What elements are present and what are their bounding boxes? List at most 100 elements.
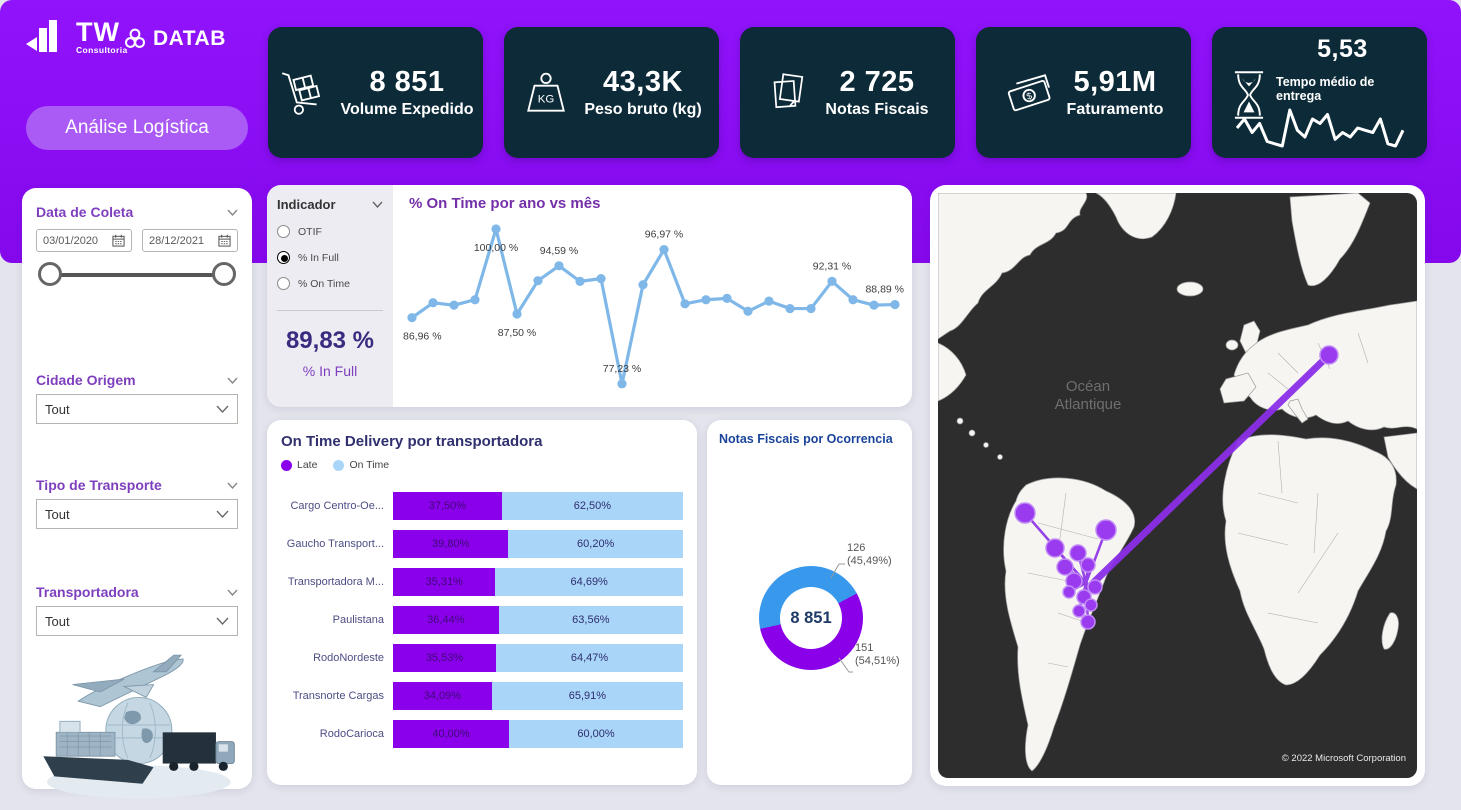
radio-icon[interactable] <box>277 225 290 238</box>
radio-icon[interactable] <box>277 251 290 264</box>
donut-card: Notas Fiscais por Ocorrencia 8 851 126 (… <box>707 420 912 785</box>
kpi-tempo-medio: 5,53 Tempo médio de entrega <box>1212 27 1427 158</box>
bar-segment-on-time[interactable]: 60,20% <box>508 530 683 558</box>
bar-category-label: RodoCarioca <box>319 728 384 740</box>
kpi-value: 5,91M <box>1073 66 1157 98</box>
bar-segment-late[interactable]: 39,80% <box>393 530 509 558</box>
chevron-down-icon[interactable] <box>216 617 229 625</box>
bar-segment-late[interactable]: 36,44% <box>393 606 499 634</box>
donut-title: Notas Fiscais por Ocorrencia <box>719 432 893 446</box>
bar-category-label: RodoNordeste <box>313 652 384 664</box>
chevron-down-icon[interactable] <box>227 209 238 216</box>
city-bubble[interactable] <box>1045 538 1065 558</box>
slider-track[interactable] <box>48 273 226 277</box>
bar-row-transportadora-m[interactable]: Transportadora M... 35,31% 64,69% <box>281 568 683 596</box>
city-bubble[interactable] <box>1095 519 1117 541</box>
radio-label: % In Full <box>298 251 339 264</box>
bar-row-rodocarioca[interactable]: RodoCarioca 40,00% 60,00% <box>281 720 683 748</box>
brand-name: DATAB <box>153 27 226 50</box>
city-bubble[interactable] <box>1319 345 1339 365</box>
chevron-down-icon[interactable] <box>227 377 238 384</box>
bar-row-transnorte-cargas[interactable]: Transnorte Cargas 34,09% 65,91% <box>281 682 683 710</box>
bar-segment-late[interactable]: 34,09% <box>393 682 492 710</box>
kpi-value: 5,53 <box>1317 35 1368 63</box>
logistics-image <box>43 654 235 799</box>
date-start-value: 03/01/2020 <box>43 234 99 247</box>
datab-logo: DATAB <box>122 26 226 52</box>
chevron-down-icon[interactable] <box>227 589 238 596</box>
indicator-header[interactable]: Indicador <box>277 197 383 212</box>
city-bubble[interactable] <box>1056 558 1074 576</box>
filter-city-value: Tout <box>45 401 70 417</box>
slider-handle-start[interactable] <box>38 262 62 286</box>
chevron-down-icon[interactable] <box>372 201 383 208</box>
filter-carrier-header[interactable]: Transportadora <box>36 584 238 600</box>
bar-segment-late[interactable]: 35,31% <box>393 568 496 596</box>
radio-option-in-full[interactable]: % In Full <box>277 245 383 270</box>
filter-transport-header[interactable]: Tipo de Transporte <box>36 477 238 493</box>
on-time-line-card: Indicador OTIF % In Full % On Time 89,83 %… <box>267 185 912 407</box>
bar-row-cargo-centro-oe[interactable]: Cargo Centro-Oe... 37,50% 62,50% <box>281 492 683 520</box>
date-range-slider[interactable] <box>38 262 236 288</box>
filter-transport-label: Tipo de Transporte <box>36 477 162 493</box>
kpi-label: Notas Fiscais <box>825 101 929 118</box>
city-bubble[interactable] <box>1072 604 1086 618</box>
hand-truck-icon <box>282 71 321 115</box>
date-end-input[interactable]: 28/12/2021 <box>142 229 238 252</box>
slider-handle-end[interactable] <box>212 262 236 286</box>
bar-segment-on-time[interactable]: 65,91% <box>491 682 683 710</box>
filter-city-header[interactable]: Cidade Origem <box>36 372 238 388</box>
filter-date-label: Data de Coleta <box>36 204 134 220</box>
chevron-down-icon[interactable] <box>227 482 238 489</box>
city-bubble[interactable] <box>1069 544 1087 562</box>
filter-city-select[interactable]: Tout <box>36 394 238 424</box>
bar-track: 35,31% 64,69% <box>393 568 683 596</box>
city-bubble[interactable] <box>1080 557 1096 573</box>
calendar-icon[interactable] <box>112 234 125 247</box>
radio-icon[interactable] <box>277 277 290 290</box>
bar-category-label: Transportadora M... <box>287 576 384 588</box>
bar-row-rodonordeste[interactable]: RodoNordeste 35,53% 64,47% <box>281 644 683 672</box>
filter-transport-select[interactable]: Tout <box>36 499 238 529</box>
radio-option-on-time[interactable]: % On Time <box>277 271 383 296</box>
filter-carrier-select[interactable]: Tout <box>36 606 238 636</box>
invoices-icon <box>774 72 804 108</box>
indicator-big-value: 89,83 % <box>285 327 375 354</box>
city-bubble[interactable] <box>1080 614 1096 630</box>
date-start-input[interactable]: 03/01/2020 <box>36 229 132 252</box>
chevron-down-icon[interactable] <box>216 510 229 518</box>
city-bubble[interactable] <box>1014 502 1036 524</box>
legend-late[interactable]: Late <box>281 459 317 471</box>
bar-row-gaucho-transport[interactable]: Gaucho Transport... 39,80% 60,20% <box>281 530 683 558</box>
bar-segment-on-time[interactable]: 60,00% <box>509 720 683 748</box>
filter-date-header[interactable]: Data de Coleta <box>36 204 238 220</box>
bar-segment-late[interactable]: 35,53% <box>393 644 497 672</box>
page-title: Análise Logística <box>26 106 248 150</box>
bar-track: 34,09% 65,91% <box>393 682 683 710</box>
bar-segment-on-time[interactable]: 64,47% <box>496 644 683 672</box>
bar-row-paulistana[interactable]: Paulistana 36,44% 63,56% <box>281 606 683 634</box>
bar-track: 40,00% 60,00% <box>393 720 683 748</box>
legend-on-time[interactable]: On Time <box>333 459 389 471</box>
radio-option-otif[interactable]: OTIF <box>277 219 383 244</box>
bar-track: 36,44% 63,56% <box>393 606 683 634</box>
bar-segment-on-time[interactable]: 64,69% <box>495 568 683 596</box>
bar-category-label: Paulistana <box>332 614 384 626</box>
date-end-value: 28/12/2021 <box>149 234 205 247</box>
line-point-label: 96,97 % <box>645 229 684 241</box>
bar-segment-on-time[interactable]: 63,56% <box>498 606 683 634</box>
on-time-line-chart[interactable]: 86,96 % 100,00 % 87,50 % 94,59 % 77,23 % 96,9… <box>401 213 906 401</box>
bar-segment-late[interactable]: 40,00% <box>393 720 509 748</box>
bar-track: 37,50% 62,50% <box>393 492 683 520</box>
kpi-value: 8 851 <box>369 66 445 98</box>
city-bubble[interactable] <box>1084 598 1098 612</box>
chevron-down-icon[interactable] <box>216 405 229 413</box>
svg-text:$: $ <box>1025 90 1034 101</box>
bar-segment-late[interactable]: 37,50% <box>393 492 502 520</box>
city-bubble[interactable] <box>1062 585 1076 599</box>
route-map[interactable]: Océan Atlantique © 2022 Microsoft Corpor… <box>937 192 1418 778</box>
bar-segment-on-time[interactable]: 62,50% <box>501 492 683 520</box>
calendar-icon[interactable] <box>218 234 231 247</box>
indicator-strip: Indicador OTIF % In Full % On Time 89,83 %… <box>267 185 393 407</box>
city-bubble[interactable] <box>1087 579 1103 595</box>
